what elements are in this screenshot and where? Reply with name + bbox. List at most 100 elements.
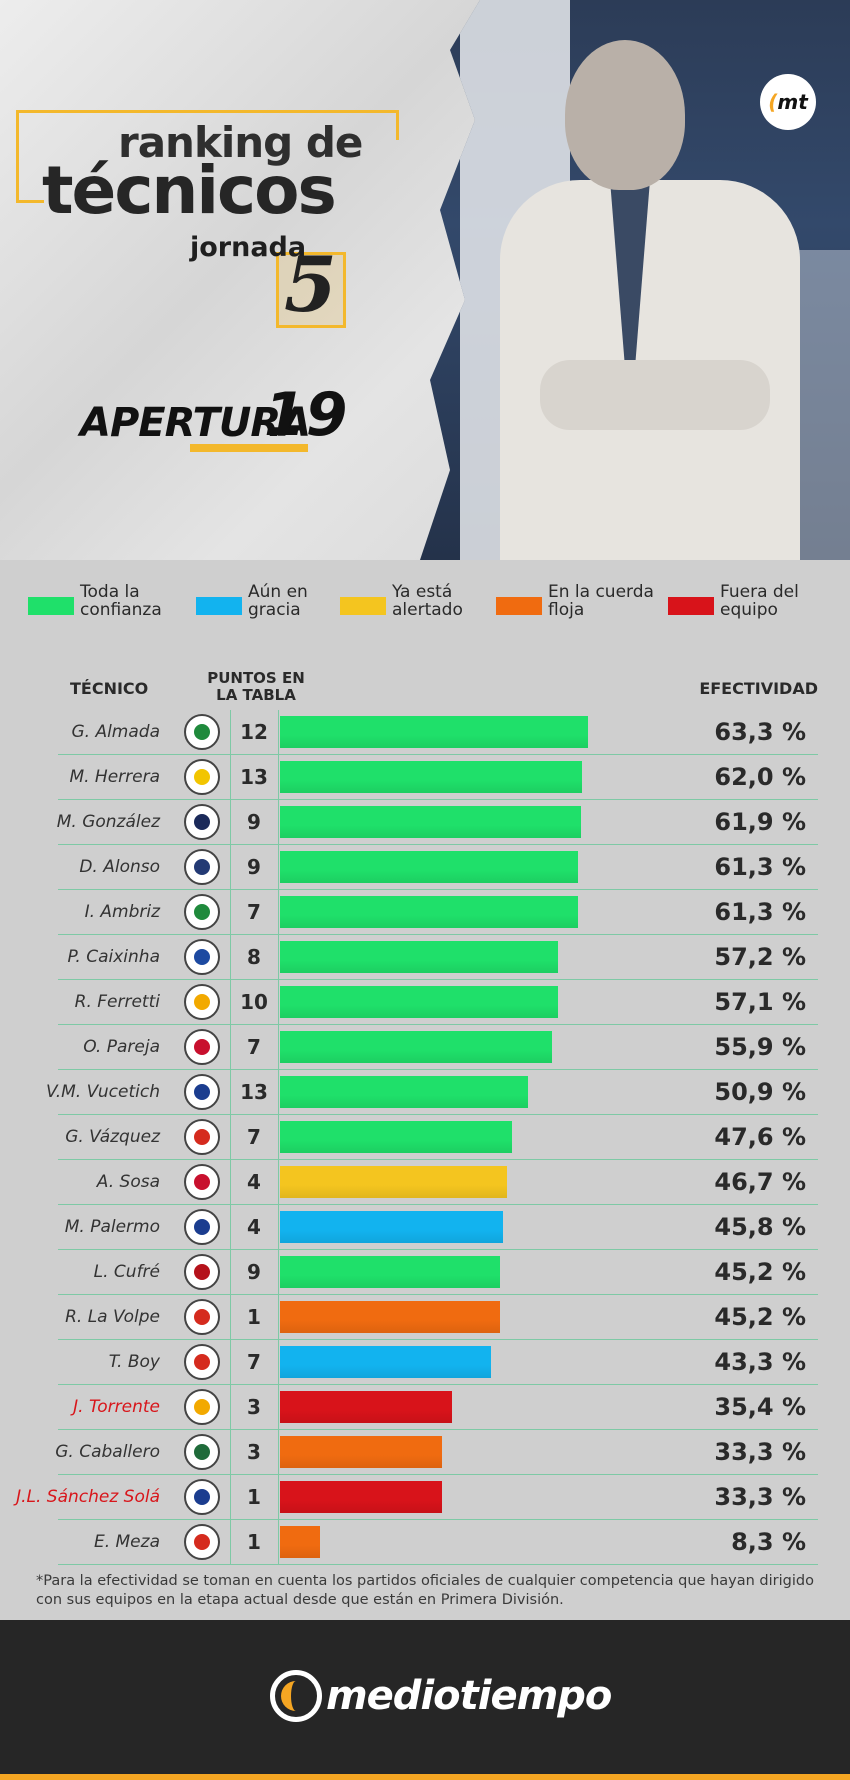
- team-crest: [194, 1129, 210, 1145]
- queretaro-logo-icon: [184, 1074, 220, 1110]
- effectiveness-bar: [280, 1211, 503, 1243]
- team-points: 1: [247, 1305, 261, 1329]
- effectiveness-bar: [280, 1391, 452, 1423]
- row-divider: [58, 979, 818, 980]
- team-crest: [194, 904, 210, 920]
- page-title-line2: técnicos: [42, 152, 337, 229]
- effectiveness-bar: [280, 1076, 528, 1108]
- coach-name: R. Ferretti: [74, 992, 160, 1012]
- team-crest: [194, 1309, 210, 1325]
- effectiveness-value: 61,3 %: [714, 853, 806, 881]
- legend-item: Ya está alertado: [340, 583, 502, 619]
- row-divider: [58, 1069, 818, 1070]
- team-points: 8: [247, 945, 261, 969]
- coach-name: L. Cufré: [93, 1262, 160, 1282]
- row-divider: [58, 1384, 818, 1385]
- team-points: 12: [240, 720, 268, 744]
- row-divider: [58, 844, 818, 845]
- coach-name: T. Boy: [108, 1352, 160, 1372]
- row-divider: [58, 1339, 818, 1340]
- column-header-coach: TÉCNICO: [70, 679, 149, 698]
- coach-name: G. Almada: [71, 722, 160, 742]
- coach-name: P. Caixinha: [67, 947, 160, 967]
- effectiveness-value: 33,3 %: [714, 1438, 806, 1466]
- team-crest: [194, 994, 210, 1010]
- effectiveness-value: 61,9 %: [714, 808, 806, 836]
- america-logo-icon: [184, 759, 220, 795]
- team-points: 13: [240, 1080, 268, 1104]
- effectiveness-bar: [280, 1481, 442, 1513]
- column-divider: [278, 710, 279, 1565]
- coach-name: M. Herrera: [69, 767, 160, 787]
- team-crest: [194, 769, 210, 785]
- mediotiempo-logo: mediotiempo: [270, 1670, 612, 1722]
- legend-item: Fuera del equipo: [668, 583, 830, 619]
- coach-name: R. La Volpe: [65, 1307, 160, 1327]
- effectiveness-value: 46,7 %: [714, 1168, 806, 1196]
- legend-item: En la cuerda floja: [496, 583, 658, 619]
- effectiveness-value: 45,2 %: [714, 1303, 806, 1331]
- team-points: 7: [247, 1125, 261, 1149]
- team-points: 3: [247, 1395, 261, 1419]
- effectiveness-value: 45,8 %: [714, 1213, 806, 1241]
- santos-logo-icon: [184, 714, 220, 750]
- row-divider: [58, 1474, 818, 1475]
- effectiveness-bar: [280, 1031, 552, 1063]
- legend-item: Toda la confianza: [28, 583, 190, 619]
- effectiveness-bar: [280, 1256, 500, 1288]
- team-points: 4: [247, 1170, 261, 1194]
- legend-swatch: [668, 597, 714, 615]
- row-divider: [58, 1024, 818, 1025]
- team-points: 7: [247, 1350, 261, 1374]
- team-crest: [194, 1174, 210, 1190]
- tijuana-logo-icon: [184, 1029, 220, 1065]
- effectiveness-bar: [280, 986, 558, 1018]
- tigres-logo-icon: [184, 984, 220, 1020]
- coach-name: J. Torrente: [73, 1397, 160, 1417]
- footer: mediotiempo: [0, 1620, 850, 1780]
- effectiveness-value: 57,1 %: [714, 988, 806, 1016]
- team-crest: [194, 949, 210, 965]
- team-crest: [194, 1534, 210, 1550]
- team-points: 9: [247, 855, 261, 879]
- effectiveness-value: 57,2 %: [714, 943, 806, 971]
- effectiveness-value: 45,2 %: [714, 1258, 806, 1286]
- row-divider: [58, 1114, 818, 1115]
- title-frame: [16, 110, 398, 202]
- row-divider: [58, 1294, 818, 1295]
- legend-label: En la cuerda floja: [548, 582, 654, 620]
- juarez-logo-icon: [184, 1434, 220, 1470]
- morelia-logo-icon: [184, 1389, 220, 1425]
- row-divider: [58, 889, 818, 890]
- effectiveness-value: 33,3 %: [714, 1483, 806, 1511]
- legend-swatch: [496, 597, 542, 615]
- row-divider: [58, 754, 818, 755]
- row-divider: [58, 1159, 818, 1160]
- chivas-logo-icon: [184, 1344, 220, 1380]
- effectiveness-value: 47,6 %: [714, 1123, 806, 1151]
- coach-name: G. Vázquez: [65, 1127, 160, 1147]
- footer-brand: mediotiempo: [326, 1673, 612, 1719]
- team-points: 1: [247, 1530, 261, 1554]
- team-points: 3: [247, 1440, 261, 1464]
- coach-name: O. Pareja: [83, 1037, 160, 1057]
- team-points: 9: [247, 810, 261, 834]
- tournament-year: 19: [264, 380, 348, 450]
- mediotiempo-logo-icon: [270, 1670, 322, 1722]
- column-divider: [230, 710, 231, 1565]
- effectiveness-bar: [280, 716, 588, 748]
- effectiveness-value: 50,9 %: [714, 1078, 806, 1106]
- jornada-number: 5: [284, 240, 337, 329]
- effectiveness-bar: [280, 1526, 320, 1558]
- team-points: 7: [247, 1035, 261, 1059]
- coach-name: D. Alonso: [79, 857, 160, 877]
- row-divider: [58, 1249, 818, 1250]
- cruz-azul-logo-icon: [184, 939, 220, 975]
- toluca-logo-icon: [184, 1299, 220, 1335]
- legend-swatch: [28, 597, 74, 615]
- team-points: 9: [247, 1260, 261, 1284]
- legend-item: Aún en gracia: [196, 583, 358, 619]
- effectiveness-value: 43,3 %: [714, 1348, 806, 1376]
- pachuca-logo-icon: [184, 1209, 220, 1245]
- header-banner: ranking de técnicos jornada 5 APERTURA 1…: [0, 0, 850, 560]
